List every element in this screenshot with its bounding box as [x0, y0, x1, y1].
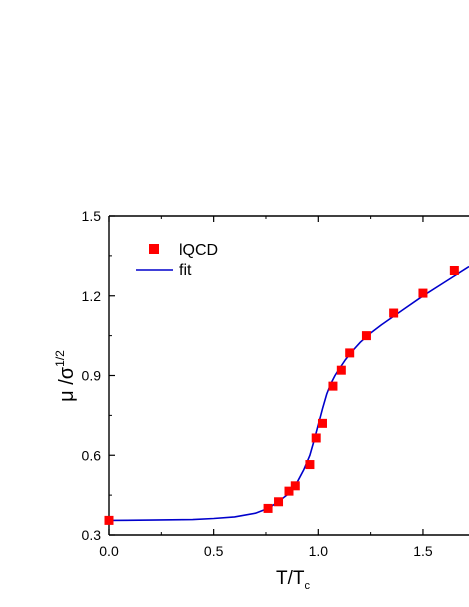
y-tick-label: 1.2: [82, 288, 102, 304]
y-axis-title: μ /σ1/2: [53, 350, 78, 402]
y-tick-label: 0.6: [82, 447, 102, 463]
data-point: [284, 486, 294, 496]
data-point: [361, 331, 371, 341]
legend: lQCD fit: [136, 242, 218, 279]
data-point: [449, 265, 459, 275]
fit-layer: [108, 265, 469, 522]
x-tick-label: 0.0: [99, 543, 119, 559]
data-point: [317, 418, 327, 428]
y-axis-title-superscript: 1/2: [53, 350, 67, 367]
x-axis-title-main: T/T: [276, 568, 305, 589]
data-point: [311, 433, 321, 443]
ticks: 0.0 0.5 1.0 1.5 0.3 0.6 0.9 1.2 1.5: [82, 208, 433, 559]
data-point: [345, 348, 355, 358]
y-axis-title-main: μ /σ: [56, 366, 78, 402]
fit-line: [108, 265, 469, 522]
legend-label-points: lQCD: [179, 242, 218, 259]
data-point: [290, 481, 300, 491]
x-tick-label: 0.5: [204, 543, 224, 559]
data-point: [274, 497, 284, 507]
x-axis-title-subscript: c: [305, 580, 311, 592]
legend-label-fit: fit: [179, 262, 192, 279]
y-tick-label: 0.3: [82, 527, 102, 543]
y-tick-label: 1.5: [82, 208, 102, 224]
legend-marker-points: [149, 244, 159, 254]
x-axis-title: T/Tc: [276, 568, 311, 592]
data-point: [389, 308, 399, 318]
points-layer: [104, 265, 459, 525]
data-point: [336, 365, 346, 375]
y-tick-label: 0.9: [82, 368, 102, 384]
data-point: [263, 503, 273, 513]
data-point: [104, 515, 114, 525]
data-point: [328, 381, 338, 391]
x-tick-label: 1.0: [309, 543, 329, 559]
data-point: [305, 460, 315, 470]
data-point: [418, 288, 428, 298]
x-tick-label: 1.5: [413, 543, 433, 559]
